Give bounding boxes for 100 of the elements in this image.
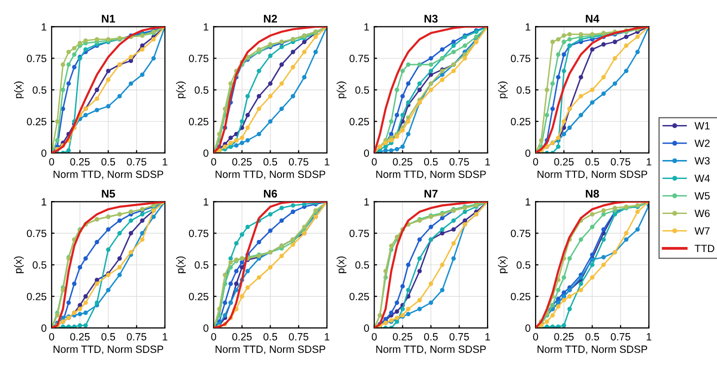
y-tick-label: 0 bbox=[364, 149, 370, 157]
legend-label: TTD bbox=[694, 244, 714, 252]
x-tick-label: 0.25 bbox=[392, 333, 412, 340]
y-tick-label: 0.5 bbox=[32, 86, 46, 94]
x-tick-label: 0.75 bbox=[450, 333, 469, 340]
y-tick-label: 0.25 bbox=[26, 118, 46, 126]
chart-title: N6 bbox=[264, 190, 278, 198]
y-axis-title: p(x) bbox=[336, 82, 346, 98]
y-tick-label: 0.5 bbox=[355, 261, 369, 269]
x-tick-label: 0 bbox=[211, 333, 216, 340]
y-axis-title: p(x) bbox=[498, 256, 508, 274]
y-tick-label: 0 bbox=[525, 149, 530, 157]
legend-label: W6 bbox=[694, 210, 710, 218]
y-tick-label: 0.5 bbox=[355, 86, 369, 94]
y-tick-label: 0.25 bbox=[188, 292, 208, 300]
y-tick-label: 1 bbox=[364, 23, 369, 30]
y-axis-title: p(x) bbox=[14, 256, 24, 274]
x-tick-label: 0.75 bbox=[126, 333, 146, 340]
legend-label: W3 bbox=[694, 157, 710, 164]
y-axis-title: p(x) bbox=[336, 256, 346, 274]
x-tick-label: 0 bbox=[211, 158, 216, 166]
x-tick-label: 0.5 bbox=[263, 158, 278, 166]
y-tick-label: 1 bbox=[204, 23, 208, 30]
x-tick-label: 0.25 bbox=[392, 158, 412, 166]
y-tick-label: 1 bbox=[42, 198, 46, 206]
y-tick-label: 0.75 bbox=[350, 230, 369, 238]
chart-title: N7 bbox=[424, 190, 438, 198]
y-tick-label: 0 bbox=[364, 324, 370, 332]
x-tick-label: 0.75 bbox=[610, 333, 630, 340]
x-axis-title: Norm TTD, Norm SDSP bbox=[538, 170, 648, 180]
x-tick-label: 0.75 bbox=[610, 158, 630, 166]
y-tick-label: 0.5 bbox=[32, 261, 46, 269]
x-axis-title: Norm TTD, Norm SDSP bbox=[538, 346, 648, 354]
y-axis-title: p(x) bbox=[14, 82, 24, 98]
y-axis-title: p(x) bbox=[498, 82, 508, 98]
x-axis-title: Norm TTD, Norm SDSP bbox=[376, 346, 486, 354]
chart-title: N3 bbox=[424, 14, 438, 23]
y-tick-label: 0.5 bbox=[516, 86, 530, 94]
x-tick-label: 1 bbox=[162, 333, 168, 340]
y-tick-label: 0.75 bbox=[26, 54, 46, 62]
x-tick-label: 0 bbox=[372, 158, 377, 166]
y-tick-label: 1 bbox=[526, 23, 530, 30]
x-tick-label: 0.5 bbox=[101, 158, 116, 166]
chart-title: N5 bbox=[102, 190, 116, 198]
x-tick-label: 0.5 bbox=[585, 333, 600, 340]
y-tick-label: 0.25 bbox=[350, 292, 369, 300]
x-tick-label: 0 bbox=[533, 158, 538, 166]
x-tick-label: 1 bbox=[162, 158, 168, 166]
x-tick-label: 0.75 bbox=[126, 158, 146, 166]
y-tick-label: 1 bbox=[42, 23, 46, 30]
chart-title: N2 bbox=[264, 14, 277, 23]
x-tick-label: 0.5 bbox=[424, 333, 438, 340]
y-tick-label: 1 bbox=[364, 198, 369, 206]
x-tick-label: 0.5 bbox=[585, 158, 600, 166]
y-axis-title: p(x) bbox=[176, 256, 186, 274]
y-tick-label: 0.75 bbox=[188, 230, 208, 238]
y-tick-label: 1 bbox=[204, 198, 208, 206]
y-tick-label: 0.25 bbox=[510, 118, 530, 126]
x-tick-label: 0.25 bbox=[70, 158, 90, 166]
legend-label: W5 bbox=[694, 192, 710, 200]
x-axis-title: Norm TTD, Norm SDSP bbox=[54, 346, 164, 354]
x-tick-label: 0.25 bbox=[232, 333, 252, 340]
legend-label: W4 bbox=[694, 174, 710, 182]
x-tick-label: 0.5 bbox=[424, 158, 438, 166]
x-tick-label: 1 bbox=[324, 333, 330, 340]
y-tick-label: 0 bbox=[203, 324, 208, 332]
x-tick-label: 1 bbox=[485, 333, 490, 340]
x-axis-title: Norm TTD, Norm SDSP bbox=[216, 346, 326, 354]
legend-label: W2 bbox=[694, 140, 710, 147]
y-tick-label: 0 bbox=[525, 324, 530, 332]
y-tick-label: 0.25 bbox=[188, 118, 208, 126]
y-tick-label: 0.5 bbox=[516, 261, 530, 269]
x-tick-label: 0.75 bbox=[288, 333, 308, 340]
chart-title: N8 bbox=[586, 190, 600, 198]
x-tick-label: 0.75 bbox=[288, 158, 308, 166]
x-tick-label: 0.5 bbox=[101, 333, 116, 340]
x-tick-label: 0.25 bbox=[70, 333, 90, 340]
y-tick-label: 1 bbox=[526, 198, 530, 206]
x-tick-label: 1 bbox=[485, 158, 490, 166]
x-tick-label: 0 bbox=[49, 333, 54, 340]
y-tick-label: 0.25 bbox=[510, 292, 530, 300]
x-axis-title: Norm TTD, Norm SDSP bbox=[216, 170, 326, 180]
x-tick-label: 0.5 bbox=[263, 333, 278, 340]
y-tick-label: 0.75 bbox=[350, 54, 369, 62]
legend-label: W1 bbox=[694, 122, 710, 130]
chart-title: N4 bbox=[586, 14, 600, 23]
x-tick-label: 0 bbox=[372, 333, 377, 340]
y-tick-label: 0.75 bbox=[510, 230, 530, 238]
chart-title: N1 bbox=[102, 14, 116, 23]
legend-label: W7 bbox=[694, 227, 710, 234]
x-tick-label: 0 bbox=[533, 333, 538, 340]
x-tick-label: 0.25 bbox=[554, 158, 574, 166]
y-tick-label: 0.75 bbox=[26, 230, 46, 238]
x-tick-label: 0.25 bbox=[554, 333, 574, 340]
y-tick-label: 0.5 bbox=[194, 261, 208, 269]
y-axis-title: p(x) bbox=[176, 82, 186, 98]
y-tick-label: 0.75 bbox=[510, 54, 530, 62]
y-tick-label: 0.25 bbox=[26, 292, 46, 300]
y-tick-label: 0.5 bbox=[194, 86, 208, 94]
y-tick-label: 0 bbox=[41, 324, 46, 332]
